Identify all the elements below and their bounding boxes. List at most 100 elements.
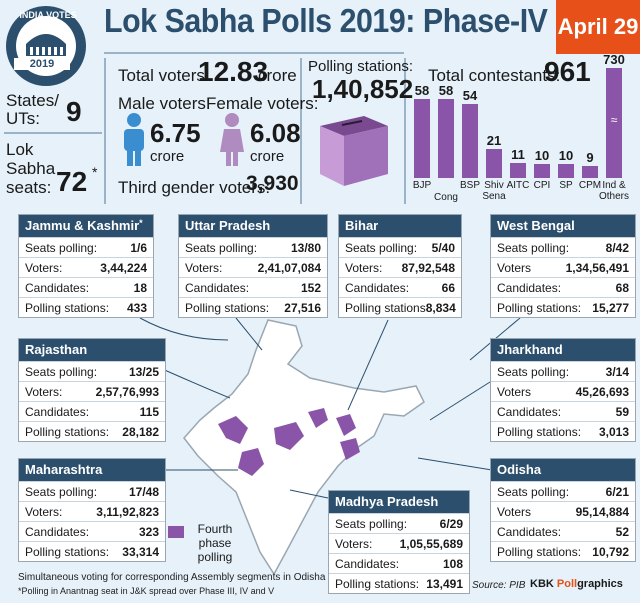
bar-category-label: CPM [578,180,602,191]
state-row: Polling stations: 28,182 [19,421,165,441]
state-card: Rajasthan Seats polling: 13/25 Voters: 2,5… [18,338,166,442]
legend-swatch [168,526,184,538]
state-row: Seats polling: 1/6 [19,237,153,257]
bar-cong [438,98,454,178]
state-row: Candidates: 68 [491,277,635,297]
bar-value-label: 11 [511,146,525,162]
state-row: Seats polling: 8/42 [491,237,635,257]
state-row: Polling stations: 33,314 [19,541,165,561]
state-row: Seats polling: 17/48 [19,481,165,501]
state-row: Seats polling: 3/14 [491,361,635,381]
bar-category-label: CPI [533,180,551,191]
state-name: Maharashtra [19,459,165,481]
bar-aitc [510,162,526,178]
female-unit: crore [250,148,285,165]
seats-label: Lok Sabha seats: [6,140,56,197]
divider [104,52,404,54]
bar-value-label: 9 [586,149,594,165]
bar-category-label: SP [559,180,573,191]
polling-stations-value: 1,40,852 [312,74,414,104]
credit: KBK Pollgraphics [530,578,623,590]
state-name: Rajasthan [19,339,165,361]
female-value: 6.08 [250,118,301,148]
bar-value-label: 10 [534,148,550,164]
total-voters-value: 12.83 [198,56,269,87]
total-voters-unit: crore [258,66,297,85]
state-row: Candidates: 52 [491,521,635,541]
state-name: Jammu & Kashmir* [19,215,153,237]
contestants-value: 961 [544,56,591,87]
divider [4,132,102,134]
male-label: Male voters: [118,94,211,113]
state-row: Voters: 3,44,224 [19,257,153,277]
bar-value-label: 54 [462,88,478,104]
state-card: Bihar Seats polling: 5/40 Voters: 87,92,54… [338,214,462,318]
footnote: Simultaneous voting for corresponding As… [18,572,326,583]
state-card: Odisha Seats polling: 6/21 Voters 95,14,88… [490,458,636,562]
state-name: Uttar Pradesh [179,215,327,237]
state-row: Polling stations: 15,277 [491,297,635,317]
male-unit: crore [150,148,185,165]
state-card: Jammu & Kashmir* Seats polling: 1/6 Voter… [18,214,154,318]
divider [104,58,106,204]
state-row: Polling stations: 433 [19,297,153,317]
state-row: Polling stations: 10,792 [491,541,635,561]
female-icon [220,113,244,166]
states-value: 9 [66,96,82,127]
bar-cpi [534,164,550,178]
ballot-box-icon [320,116,388,186]
state-row: Seats polling: 13/25 [19,361,165,381]
state-row: Voters: 87,92,548 [339,257,461,277]
state-card: Jharkhand Seats polling: 3/14 Voters 45,26… [490,338,636,442]
state-row: Polling stations 8,834 [339,297,461,317]
state-row: Polling stations: 13,491 [329,573,469,593]
bar-bsp [462,104,478,178]
state-row: Voters 95,14,884 [491,501,635,521]
state-row: Voters: 2,57,76,993 [19,381,165,401]
state-row: Voters 45,26,693 [491,381,635,401]
state-row: Candidates: 108 [329,553,469,573]
bar-cpm [582,165,598,178]
contestants-chart: 58 BJP 58 Cong 54 BSP 21 Shiv Sena 11 AITC 10 CPI 10… [408,52,636,208]
seats-value: 72 [56,166,88,197]
state-row: Candidates: 115 [19,401,165,421]
bar-ind-others [606,68,622,178]
state-card: Maharashtra Seats polling: 17/48 Voters: 3… [18,458,166,562]
bar-category-label: Shiv Sena [482,180,506,202]
state-row: Candidates: 323 [19,521,165,541]
bar-value-label: 21 [486,133,502,149]
third-gender-label: Third gender voters: [118,178,271,197]
bar-value-label: 10 [558,148,574,164]
state-row: Voters: 2,41,07,084 [179,257,327,277]
source: Source: PIB [472,580,526,591]
divider [404,58,406,204]
state-name: Madhya Pradesh [329,491,469,513]
india-map [183,319,425,576]
states-label: States/ UTs: [6,91,59,128]
state-row: Seats polling: 5/40 [339,237,461,257]
state-row: Polling stations: 3,013 [491,421,635,441]
date-badge: April 29 [556,0,640,54]
contestants-label: Total contestants: [428,66,561,85]
state-row: Seats polling: 6/21 [491,481,635,501]
state-card: Uttar Pradesh Seats polling: 13/80 Voters… [178,214,328,318]
bar-sp [558,164,574,178]
bar-shiv-sena [486,149,502,178]
seats-mark: * [92,164,98,180]
state-row: Voters 1,34,56,491 [491,257,635,277]
logo-text: INDIA VOTES [19,10,77,20]
bar-value-label: 730 [603,52,625,67]
state-row: Candidates: 59 [491,401,635,421]
total-voters-label: Total voters: [118,66,210,85]
axis-break-icon: ≈ [610,113,618,127]
bar-category-label: Cong [434,192,458,203]
bar-category-label: BJP [412,180,432,191]
state-name: Jharkhand [491,339,635,361]
state-row: Candidates: 66 [339,277,461,297]
state-name: West Bengal [491,215,635,237]
state-card: West Bengal Seats polling: 8/42 Voters 1,3… [490,214,636,318]
bar-value-label: 58 [438,82,454,98]
divider [300,58,302,204]
female-label: Female voters: [206,94,319,113]
state-row: Voters: 1,05,55,689 [329,533,469,553]
